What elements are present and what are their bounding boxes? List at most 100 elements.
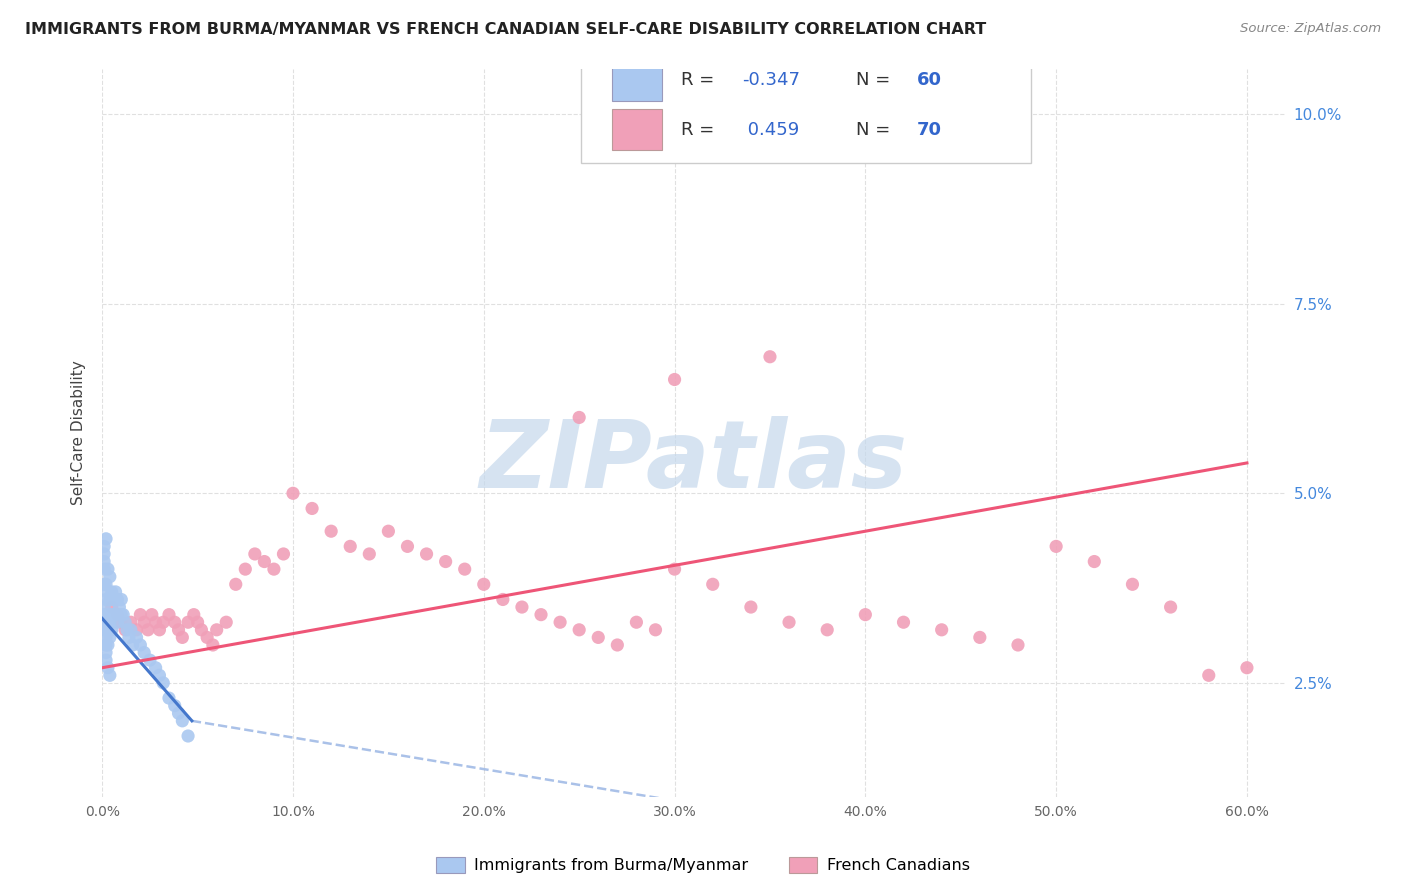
Point xyxy=(100,585,122,599)
Point xyxy=(103,607,125,622)
Point xyxy=(94,577,117,591)
Point xyxy=(148,668,170,682)
Point xyxy=(107,615,129,630)
Point xyxy=(114,615,136,630)
Point xyxy=(129,638,152,652)
Point xyxy=(94,638,117,652)
Text: -0.347: -0.347 xyxy=(742,71,800,89)
Point xyxy=(339,540,361,554)
Point xyxy=(110,607,132,622)
Point xyxy=(588,631,610,645)
Point xyxy=(454,562,477,576)
Point xyxy=(281,486,304,500)
Point xyxy=(112,607,135,622)
Point xyxy=(93,562,115,576)
FancyBboxPatch shape xyxy=(612,60,662,101)
Point xyxy=(157,607,180,622)
Point xyxy=(100,600,122,615)
Point xyxy=(93,607,115,622)
Text: IMMIGRANTS FROM BURMA/MYANMAR VS FRENCH CANADIAN SELF-CARE DISABILITY CORRELATIO: IMMIGRANTS FROM BURMA/MYANMAR VS FRENCH … xyxy=(25,22,987,37)
Point xyxy=(107,607,129,622)
Point xyxy=(205,623,228,637)
Point xyxy=(157,691,180,706)
Point xyxy=(152,676,174,690)
Point xyxy=(740,600,762,615)
Point xyxy=(98,631,121,645)
Point xyxy=(644,623,666,637)
Point xyxy=(1236,661,1258,675)
Point xyxy=(120,615,142,630)
Point xyxy=(510,600,533,615)
Point xyxy=(177,615,200,630)
Point xyxy=(139,653,162,667)
Point xyxy=(233,562,256,576)
Point xyxy=(93,615,115,630)
Point xyxy=(125,623,148,637)
Point xyxy=(415,547,437,561)
Text: N =: N = xyxy=(856,71,896,89)
Point xyxy=(110,592,132,607)
Point xyxy=(183,607,205,622)
Point xyxy=(568,410,591,425)
Point xyxy=(190,623,212,637)
Point xyxy=(125,631,148,645)
Point xyxy=(893,615,915,630)
Point xyxy=(94,631,117,645)
Point xyxy=(110,615,132,630)
Point xyxy=(141,607,163,622)
Point xyxy=(396,540,419,554)
Point xyxy=(167,706,190,721)
Point xyxy=(606,638,628,652)
Point xyxy=(253,555,276,569)
Point xyxy=(492,592,515,607)
Point xyxy=(759,350,782,364)
Point xyxy=(273,547,295,561)
Point xyxy=(931,623,953,637)
Point xyxy=(321,524,343,539)
Point xyxy=(134,615,156,630)
Point xyxy=(472,577,495,591)
Point xyxy=(104,585,127,599)
Point xyxy=(107,592,129,607)
Point xyxy=(1160,600,1182,615)
Point xyxy=(93,600,115,615)
Point xyxy=(225,577,247,591)
Text: Source: ZipAtlas.com: Source: ZipAtlas.com xyxy=(1240,22,1381,36)
Point xyxy=(853,607,876,622)
Point xyxy=(97,638,120,652)
Point xyxy=(163,698,186,713)
Point xyxy=(568,623,591,637)
Point xyxy=(778,615,800,630)
Legend: Immigrants from Burma/Myanmar, French Canadians: Immigrants from Burma/Myanmar, French Ca… xyxy=(430,850,976,880)
Point xyxy=(100,623,122,637)
Point xyxy=(98,592,121,607)
Text: R =: R = xyxy=(681,71,720,89)
Point xyxy=(152,615,174,630)
Point xyxy=(94,592,117,607)
Point xyxy=(114,623,136,637)
Point xyxy=(359,547,381,561)
Point xyxy=(243,547,266,561)
Point xyxy=(1045,540,1067,554)
Point xyxy=(93,555,115,569)
Point xyxy=(120,623,142,637)
Point xyxy=(118,631,141,645)
Point xyxy=(167,623,190,637)
Point xyxy=(97,615,120,630)
Point xyxy=(100,607,122,622)
Point xyxy=(148,623,170,637)
Point xyxy=(1007,638,1029,652)
Point xyxy=(108,600,131,615)
FancyBboxPatch shape xyxy=(612,109,662,150)
Point xyxy=(434,555,457,569)
Point xyxy=(121,638,143,652)
Point xyxy=(664,562,686,576)
Point xyxy=(145,615,167,630)
Point xyxy=(93,623,115,637)
Point xyxy=(1083,555,1105,569)
Point xyxy=(530,607,553,622)
Point xyxy=(94,653,117,667)
Point xyxy=(664,372,686,386)
Point xyxy=(1121,577,1143,591)
Text: 0.459: 0.459 xyxy=(742,120,800,138)
